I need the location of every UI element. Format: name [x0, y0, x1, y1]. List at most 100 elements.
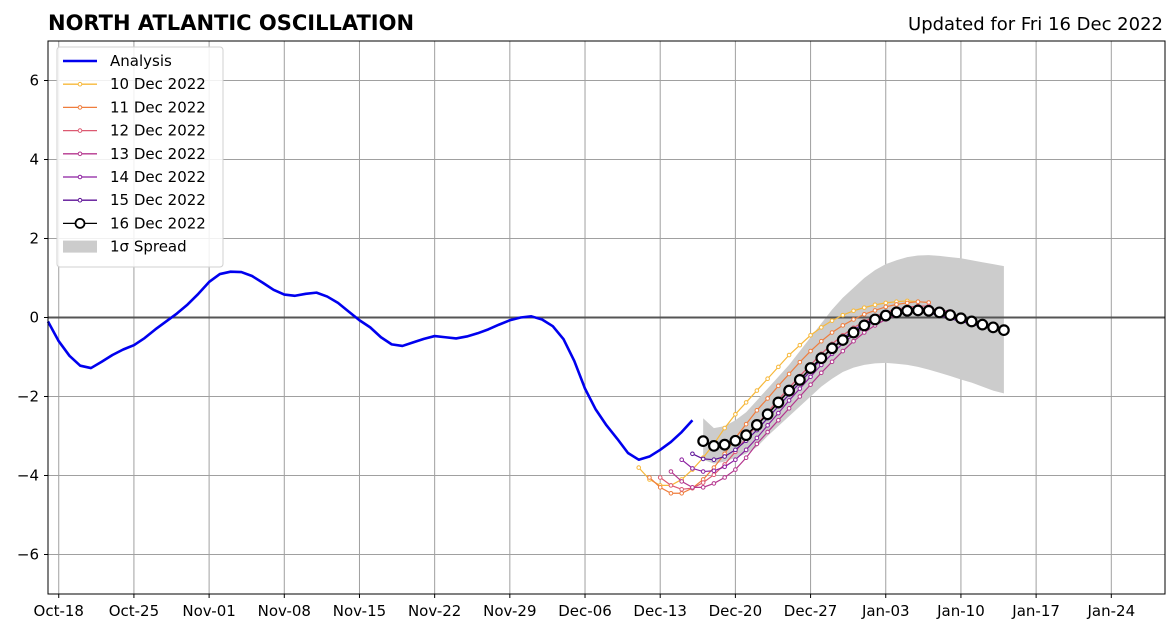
legend-label: 16 Dec 2022 — [110, 214, 206, 232]
legend-item: 12 Dec 2022 — [63, 122, 206, 140]
x-tick-label: Dec-27 — [784, 602, 838, 620]
x-tick-label: Nov-22 — [408, 602, 461, 620]
forecast-point — [797, 359, 803, 365]
legend-item: 15 Dec 2022 — [63, 191, 206, 209]
analysis-line — [46, 270, 694, 462]
x-tick-label: Dec-13 — [633, 602, 687, 620]
forecast-point — [697, 435, 710, 448]
legend-label: 14 Dec 2022 — [110, 168, 206, 186]
forecast-point — [872, 308, 878, 313]
forecast-point — [750, 419, 763, 431]
legend-label: 11 Dec 2022 — [110, 98, 206, 116]
forecast-point — [711, 468, 717, 474]
forecast-point — [743, 400, 749, 405]
y-tick-label: −2 — [17, 388, 39, 406]
forecast-point — [668, 483, 674, 488]
forecast-point — [733, 457, 738, 463]
x-tick-label: Nov-15 — [333, 602, 386, 620]
forecast-point — [797, 394, 803, 399]
forecast-point — [808, 332, 813, 338]
x-tick-label: Dec-20 — [709, 602, 763, 620]
forecast-point — [901, 304, 914, 317]
legend-item: 13 Dec 2022 — [63, 145, 206, 163]
forecast-point — [965, 315, 978, 328]
forecast-point — [786, 398, 792, 403]
forecast-point — [743, 421, 749, 427]
forecast-point — [890, 306, 903, 319]
x-axis: Oct-18 Oct-25 Nov-01 Nov-08 Nov-15 Nov-22 Nov-… — [34, 594, 1135, 620]
forecast-point — [836, 334, 849, 346]
forecast-point — [847, 326, 860, 339]
forecast-point — [776, 383, 781, 389]
forecast-point — [861, 305, 867, 310]
forecast-point — [754, 408, 760, 413]
x-tick-label: Jan-10 — [936, 602, 985, 620]
forecast-point — [722, 425, 727, 431]
forecast-point — [851, 338, 856, 344]
forecast-point — [668, 490, 674, 496]
forecast-point — [657, 475, 663, 480]
forecast-point — [786, 406, 792, 411]
forecast-point — [733, 411, 738, 417]
forecast-point — [894, 302, 899, 307]
forecast-point — [955, 312, 967, 325]
forecast-point — [679, 490, 684, 496]
forecast-point — [711, 481, 717, 486]
forecast-point — [819, 325, 824, 330]
forecast-point — [733, 447, 738, 453]
forecast-point — [804, 362, 817, 374]
x-tick-label: Jan-24 — [1086, 602, 1135, 620]
forecast-point — [700, 456, 706, 462]
forecast-point — [733, 467, 738, 472]
chart-subtitle: Updated for Fri 16 Dec 2022 — [908, 14, 1163, 35]
legend-marker — [77, 81, 83, 87]
chart-title: NORTH ATLANTIC OSCILLATION — [48, 11, 414, 35]
forecast-point — [636, 465, 642, 470]
legend-item: 1σ Spread — [63, 238, 187, 256]
forecast-point — [765, 376, 770, 382]
legend-item: 14 Dec 2022 — [63, 168, 206, 186]
forecast-point — [829, 359, 835, 365]
forecast-point — [912, 304, 924, 317]
forecast-point — [776, 410, 781, 416]
forecast-point — [922, 304, 935, 317]
forecast-point — [793, 374, 806, 386]
forecast-point — [679, 479, 684, 484]
forecast-point — [786, 371, 792, 377]
forecast-point — [711, 472, 717, 478]
x-tick-label: Jan-17 — [1011, 602, 1060, 620]
forecast-point — [872, 302, 878, 308]
forecast-point — [729, 434, 742, 447]
forecast-point — [808, 348, 813, 354]
forecast-point — [743, 455, 749, 461]
forecast-point — [700, 485, 706, 490]
forecast-point — [826, 342, 838, 355]
forecast-point — [754, 388, 760, 393]
legend-marker — [77, 197, 83, 203]
x-tick-label: Nov-01 — [182, 602, 235, 620]
forecast-point — [740, 429, 753, 442]
x-tick-label: Oct-25 — [109, 602, 159, 620]
y-tick-label: 0 — [29, 309, 39, 327]
forecast-series — [697, 304, 1010, 452]
forecast-point — [840, 312, 846, 318]
y-tick-label: 6 — [29, 72, 39, 90]
legend-marker — [77, 105, 83, 110]
forecast-point — [754, 435, 760, 441]
x-tick-label: Oct-18 — [34, 602, 84, 620]
x-tick-label: Dec-06 — [558, 602, 612, 620]
x-tick-label: Nov-08 — [258, 602, 311, 620]
legend-label: 10 Dec 2022 — [110, 75, 206, 93]
forecast-point — [933, 306, 946, 319]
x-tick-label: Jan-03 — [861, 602, 910, 620]
forecast-point — [743, 447, 749, 453]
forecast-point — [944, 309, 957, 322]
forecast-point — [808, 374, 813, 380]
forecast-point — [815, 352, 828, 365]
y-tick-label: 2 — [29, 230, 39, 248]
forecast-point — [718, 438, 731, 451]
forecast-point — [783, 384, 795, 397]
legend-marker — [77, 128, 83, 133]
forecast-point — [904, 300, 910, 306]
forecast-point — [711, 457, 717, 463]
